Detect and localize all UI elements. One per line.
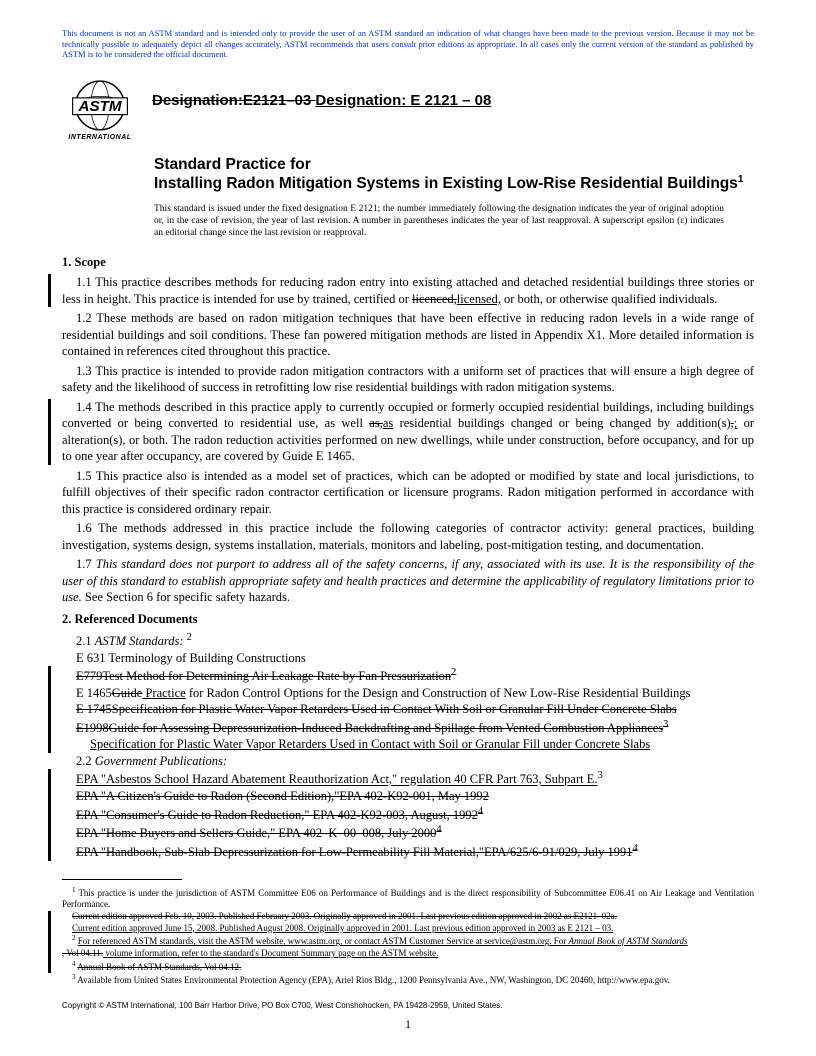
ref-2-1: 2.1 ASTM Standards: 2: [62, 631, 754, 650]
ref-gov-4: EPA "Home Buyers and Sellers Guide," EPA…: [62, 823, 754, 842]
astm-logo: ASTM INTERNATIONAL: [62, 78, 138, 141]
para-1-2: 1.2 These methods are based on radon mit…: [62, 310, 754, 360]
ref-spec-new: Specification for Plastic Water Vapor Re…: [62, 736, 754, 753]
ref-gov-3: EPA "Consumer's Guide to Radon Reduction…: [62, 805, 754, 824]
page-number: 1: [0, 1017, 816, 1032]
ref-e631: E 631 Terminology of Building Constructi…: [62, 650, 754, 667]
old-designation: Designation:E2121–03: [152, 92, 315, 109]
ref-gov-5: EPA "Handbook, Sub-Slab Depressurization…: [62, 842, 754, 861]
title-footnote-ref: 1: [738, 174, 744, 185]
para-1-5: 1.5 This practice also is intended as a …: [62, 468, 754, 518]
disclaimer-notice: This document is not an ASTM standard an…: [62, 28, 754, 60]
ref-e779: E779Test Method for Determining Air Leak…: [62, 666, 754, 685]
astm-globe-icon: ASTM: [62, 78, 138, 136]
ref-e1998: E1998Guide for Assessing Depressurizatio…: [62, 718, 754, 737]
footnote-1b-old: Current edition approved Feb. 10, 2003. …: [62, 911, 754, 923]
footnote-4: 4 Annual Book of ASTM Standards, Vol 04.…: [62, 960, 754, 974]
header-row: ASTM INTERNATIONAL Designation:E2121–03 …: [62, 78, 754, 141]
ref-gov-1: EPA "Asbestos School Hazard Abatement Re…: [62, 769, 754, 788]
ref-e1745: E 1745Specification for Plastic Water Va…: [62, 701, 754, 718]
footnote-2: 2 For referenced ASTM standards, visit t…: [62, 934, 754, 959]
designation-line: Designation:E2121–03 Designation: E 2121…: [152, 92, 491, 109]
title-line-2: Installing Radon Mitigation Systems in E…: [154, 175, 738, 192]
para-1-6: 1.6 The methods addressed in this practi…: [62, 520, 754, 553]
ref-2-2: 2.2 Government Publications:: [62, 753, 754, 770]
footnote-rule: [62, 879, 182, 880]
new-designation: Designation: E 2121 – 08: [315, 92, 491, 109]
ref-gov-2: EPA "A Citizen's Guide to Radon (Second …: [62, 788, 754, 805]
title-line-1: Standard Practice for: [154, 156, 311, 173]
document-title: Standard Practice for Installing Radon M…: [154, 155, 754, 194]
ref-e1465: E 1465Guide Practice for Radon Control O…: [62, 685, 754, 702]
referenced-docs-heading: 2. Referenced Documents: [62, 612, 754, 627]
footnote-1: 1 This practice is under the jurisdictio…: [62, 886, 754, 911]
para-1-4: 1.4 The methods described in this practi…: [62, 399, 754, 465]
issuance-note: This standard is issued under the fixed …: [154, 204, 724, 240]
scope-heading: 1. Scope: [62, 255, 754, 270]
svg-text:ASTM: ASTM: [77, 98, 121, 115]
footnote-1c-new: Current edition approved June 15, 2008. …: [62, 923, 754, 935]
para-1-3: 1.3 This practice is intended to provide…: [62, 363, 754, 396]
para-1-1: 1.1 This practice describes methods for …: [62, 274, 754, 307]
logo-international-text: INTERNATIONAL: [68, 134, 131, 141]
para-1-7: 1.7 This standard does not purport to ad…: [62, 556, 754, 606]
copyright-line: Copyright © ASTM International, 100 Barr…: [62, 1001, 503, 1010]
footnote-3: 3 Available from United States Environme…: [62, 973, 754, 987]
